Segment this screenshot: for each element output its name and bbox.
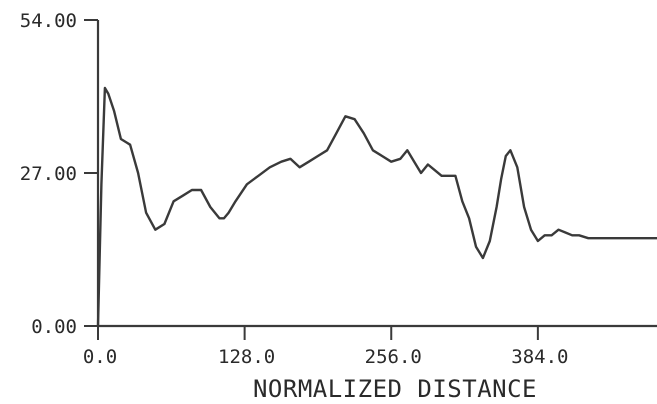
series xyxy=(96,86,657,328)
y-tick-label: 0.00 xyxy=(31,316,77,338)
x-tick-label: 384.0 xyxy=(511,346,568,368)
axes xyxy=(96,20,657,328)
y-tick-label: 54.00 xyxy=(20,10,77,32)
y-tick-label: 27.00 xyxy=(20,163,77,185)
ticks xyxy=(84,19,539,340)
x-tick-label: 256.0 xyxy=(365,346,422,368)
x-tick-label: 0.0 xyxy=(83,346,117,368)
x-axis-label: NORMALIZED DISTANCE xyxy=(253,375,537,403)
series-line-0 xyxy=(96,86,657,328)
x-tick-label: 128.0 xyxy=(218,346,275,368)
tick-labels: 0.00 27.00 54.00 0.0 128.0 256.0 384.0 xyxy=(20,10,569,368)
